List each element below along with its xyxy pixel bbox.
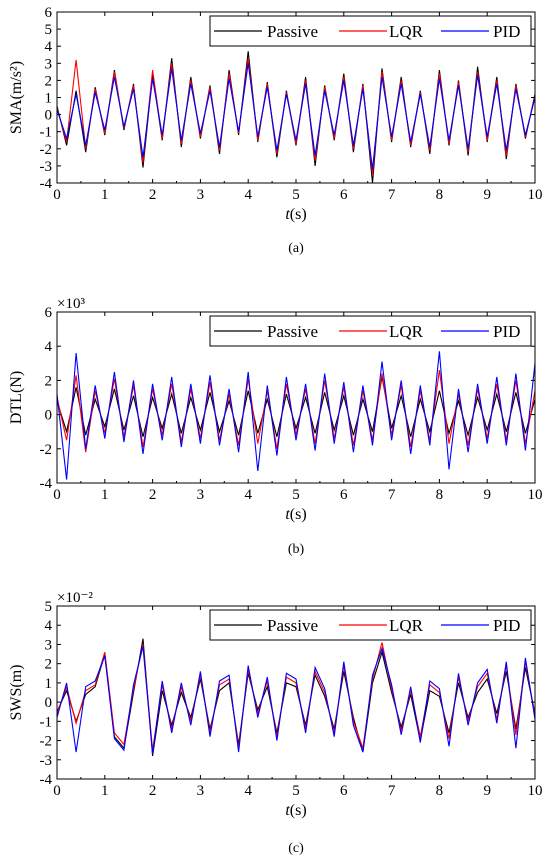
y-tick-label: 0 [45,108,53,124]
x-tick-label: 8 [436,187,444,203]
panel-caption: (a) [288,241,304,256]
y-tick-label: -2 [40,142,53,158]
x-tick-label: 10 [528,187,543,203]
x-tick-label: 8 [436,783,444,799]
axis-exponent: ×10⁻² [57,590,93,606]
x-tick-label: 6 [340,487,348,503]
y-tick-label: 0 [45,695,53,711]
y-tick-label: 2 [45,657,53,673]
y-axis-label: SMA(m/s²) [8,61,25,134]
legend-label-pid: PID [493,322,520,341]
y-tick-label: -4 [40,772,53,788]
x-tick-label: 4 [244,187,252,203]
x-tick-label: 2 [149,783,157,799]
legend-label-lqr: LQR [389,22,424,41]
y-tick-label: -1 [40,714,53,730]
y-tick-label: 1 [45,676,53,692]
x-tick-label: 2 [149,487,157,503]
y-tick-label: 1 [45,91,53,107]
series-line-passive [57,376,535,438]
x-tick-label: 8 [436,487,444,503]
x-tick-label: 5 [292,783,300,799]
x-tick-label: 10 [528,783,543,799]
legend-label-pid: PID [493,22,520,41]
y-tick-label: -4 [40,176,53,192]
chart-panel-1: 0 1 2 3 4 5 6 7 8 9 10-4-3-2-10123456SMA(m/s²)t(s)… [8,5,543,256]
x-tick-label: 1 [101,187,109,203]
x-tick-label: 0 [53,487,61,503]
x-tick-label: 4 [244,783,252,799]
x-axis-unit: (s) [290,206,307,223]
chart-panel-2: 0 1 2 3 4 5 6 7 8 9 10-4-20246×10³DTL(N)t(s)Passiv… [8,296,543,557]
x-axis-var: t [285,206,290,223]
y-axis-label: DTL(N) [8,371,25,424]
x-tick-label: 0 [53,783,61,799]
x-tick-label: 9 [483,487,491,503]
series-line-pid [57,63,535,170]
y-axis-label: SWS(m) [8,665,25,721]
y-tick-label: 6 [45,305,53,321]
y-tick-label: 4 [45,39,53,55]
x-tick-label: 0 [53,187,61,203]
x-axis-var: t [285,802,290,819]
x-axis-label: t(s) [285,206,306,223]
x-tick-label: 5 [292,487,300,503]
x-tick-label: 1 [101,487,109,503]
y-tick-label: 5 [45,599,53,615]
legend-label-pid: PID [493,616,520,635]
x-tick-label: 5 [292,187,300,203]
y-tick-label: -1 [40,125,53,141]
y-tick-label: -3 [40,159,53,175]
chart-panel-3: 0 1 2 3 4 5 6 7 8 9 10-4-3-2-1012345×10⁻²SWS(m)t(s… [8,590,543,856]
x-axis-label: t(s) [285,506,306,523]
x-tick-label: 1 [101,783,109,799]
x-axis-unit: (s) [290,506,307,523]
legend-label-lqr: LQR [389,322,424,341]
x-tick-label: 3 [197,187,205,203]
y-tick-label: -2 [40,734,53,750]
x-axis-label: t(s) [285,802,306,819]
panel-caption: (b) [288,542,305,557]
series-line-pid [57,646,535,755]
y-tick-label: -2 [40,442,53,458]
x-tick-label: 2 [149,187,157,203]
x-tick-label: 3 [197,487,205,503]
x-tick-label: 10 [528,487,543,503]
x-tick-label: 7 [388,487,396,503]
axis-exponent: ×10³ [57,296,85,312]
legend-label-lqr: LQR [389,616,424,635]
panel-caption: (c) [288,841,304,856]
x-tick-label: 4 [244,487,252,503]
x-axis-unit: (s) [290,802,307,819]
x-axis-var: t [285,506,290,523]
legend-label-passive: Passive [267,322,318,341]
y-tick-label: 4 [45,339,53,355]
series-line-pid [57,351,535,480]
y-tick-label: 0 [45,408,53,424]
y-tick-label: -3 [40,753,53,769]
x-tick-label: 9 [483,187,491,203]
y-tick-label: -4 [40,476,53,492]
y-tick-label: 5 [45,22,53,38]
y-tick-label: 4 [45,618,53,634]
y-tick-label: 2 [45,73,53,89]
y-tick-label: 3 [45,637,53,653]
legend-label-passive: Passive [267,22,318,41]
x-tick-label: 6 [340,783,348,799]
x-tick-label: 6 [340,187,348,203]
y-tick-label: 2 [45,373,53,389]
y-tick-label: 6 [45,5,53,21]
x-tick-label: 7 [388,783,396,799]
x-tick-label: 3 [197,783,205,799]
legend-label-passive: Passive [267,616,318,635]
x-tick-label: 7 [388,187,396,203]
x-tick-label: 9 [483,783,491,799]
y-tick-label: 3 [45,56,53,72]
